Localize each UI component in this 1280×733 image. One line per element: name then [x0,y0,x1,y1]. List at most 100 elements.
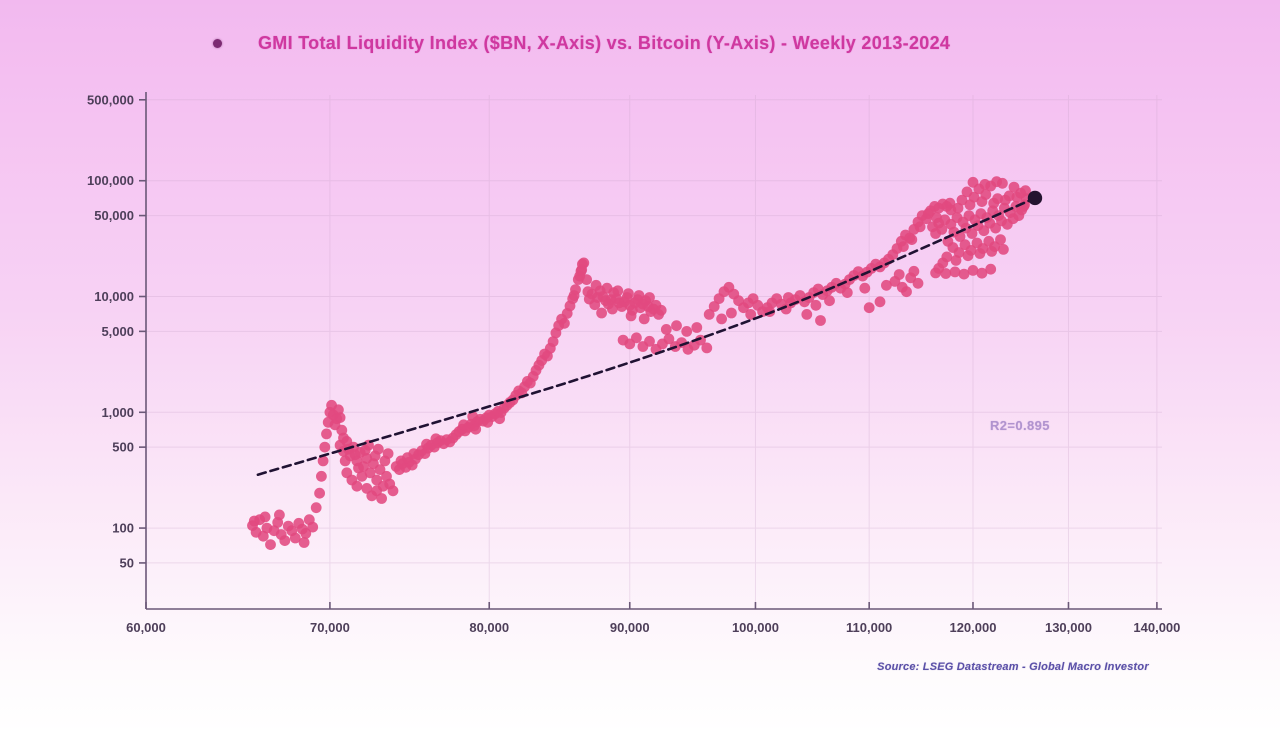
data-point [999,194,1011,206]
data-point [703,309,715,320]
axis-labels: 500,000 100,000 50,000 10,000 5,000 1,000 500 1… [87,92,1180,635]
data-point [321,428,332,440]
y-axis-tick-label: 5,000 [101,324,134,339]
r2-annotation: R2=0.895 [990,418,1050,433]
axes [139,92,1162,610]
data-point [783,292,794,303]
data-point [695,334,706,346]
data-point [274,509,285,521]
data-point [944,197,956,209]
chart-header: GMI Total Liquidity Index ($BN, X-Axis) … [213,31,950,55]
data-point [371,485,383,497]
data-point [494,413,505,425]
data-point [985,263,997,275]
data-point [376,493,387,504]
x-axis-tick-label: 110,000 [846,620,892,635]
data-point [881,279,892,291]
data-point [967,265,979,276]
data-point [716,313,727,325]
data-point [607,303,618,315]
data-point [991,176,1002,188]
data-point [310,502,322,514]
data-point [936,224,948,235]
data-point [930,267,941,279]
data-point [353,462,364,474]
data-point [387,485,399,497]
data-point [644,335,655,347]
data-point [372,443,384,455]
data-point [300,528,312,539]
y-axis-tick-label: 50,000 [94,208,134,223]
data-point [952,202,964,214]
x-axis-tick-label: 100,000 [732,620,779,635]
data-point [317,455,329,467]
page-title: GMI Total Liquidity Index ($BN, X-Axis) … [258,33,951,53]
data-point [901,286,912,298]
data-point [701,342,713,354]
data-point [364,467,376,479]
data-point [898,241,909,253]
y-axis-tick-label: 500 [112,440,134,455]
data-point [859,282,871,294]
data-point [964,199,976,211]
x-axis-tick-label: 120,000 [949,620,996,635]
data-point [995,234,1006,246]
data-point [408,448,420,459]
data-point [914,221,926,233]
data-point [988,197,1000,209]
data-point [314,487,325,499]
data-point [1008,181,1020,193]
data-point [559,317,570,329]
data-point [625,310,637,322]
data-point [815,315,826,326]
data-point [726,307,737,319]
data-point [708,301,720,312]
data-point [655,304,667,316]
data-point [633,290,645,301]
data-point [962,250,974,262]
data-point [601,282,613,294]
data-point [841,287,853,298]
data-point [956,194,968,206]
data-point [906,234,918,246]
x-axis-tick-label: 90,000 [610,620,650,635]
data-point [612,285,624,297]
data-point [978,225,990,237]
data-point [976,267,988,279]
trend-line [256,196,1037,476]
data-point [623,288,634,299]
data-point [547,336,559,347]
latest-data-point [1027,190,1043,206]
y-axis-tick-label: 1,000 [101,405,134,420]
data-point [908,265,920,277]
data-point [691,322,703,333]
data-point [374,464,386,475]
data-point [279,535,291,546]
data-point [824,295,835,307]
x-axis-tick-label: 80,000 [469,620,509,635]
data-point [893,269,905,280]
y-axis-tick-label: 50 [120,555,134,570]
source-attribution: Source: LSEG Datastream - Global Macro I… [877,661,1149,673]
data-point [979,179,991,190]
data-point [339,455,351,467]
data-point [967,176,979,188]
data-point [248,515,260,527]
data-point [590,279,602,291]
data-point [966,228,978,239]
data-point [568,290,580,301]
data-point [307,521,319,533]
data-point [470,423,482,435]
data-point [644,292,655,303]
data-point [681,326,693,337]
data-point [810,299,822,311]
data-point [950,255,962,266]
data-point [265,539,276,550]
data-point [430,433,442,445]
data-point [947,242,959,253]
data-point [259,511,271,523]
y-axis-tick-label: 100 [112,521,134,536]
data-point [581,274,592,285]
